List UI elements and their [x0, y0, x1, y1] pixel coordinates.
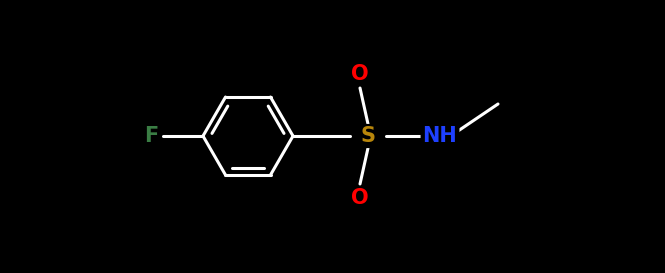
Text: O: O: [351, 64, 369, 84]
Text: O: O: [351, 188, 369, 208]
Text: S: S: [360, 126, 376, 146]
Text: NH: NH: [423, 126, 458, 146]
Text: F: F: [144, 126, 158, 146]
